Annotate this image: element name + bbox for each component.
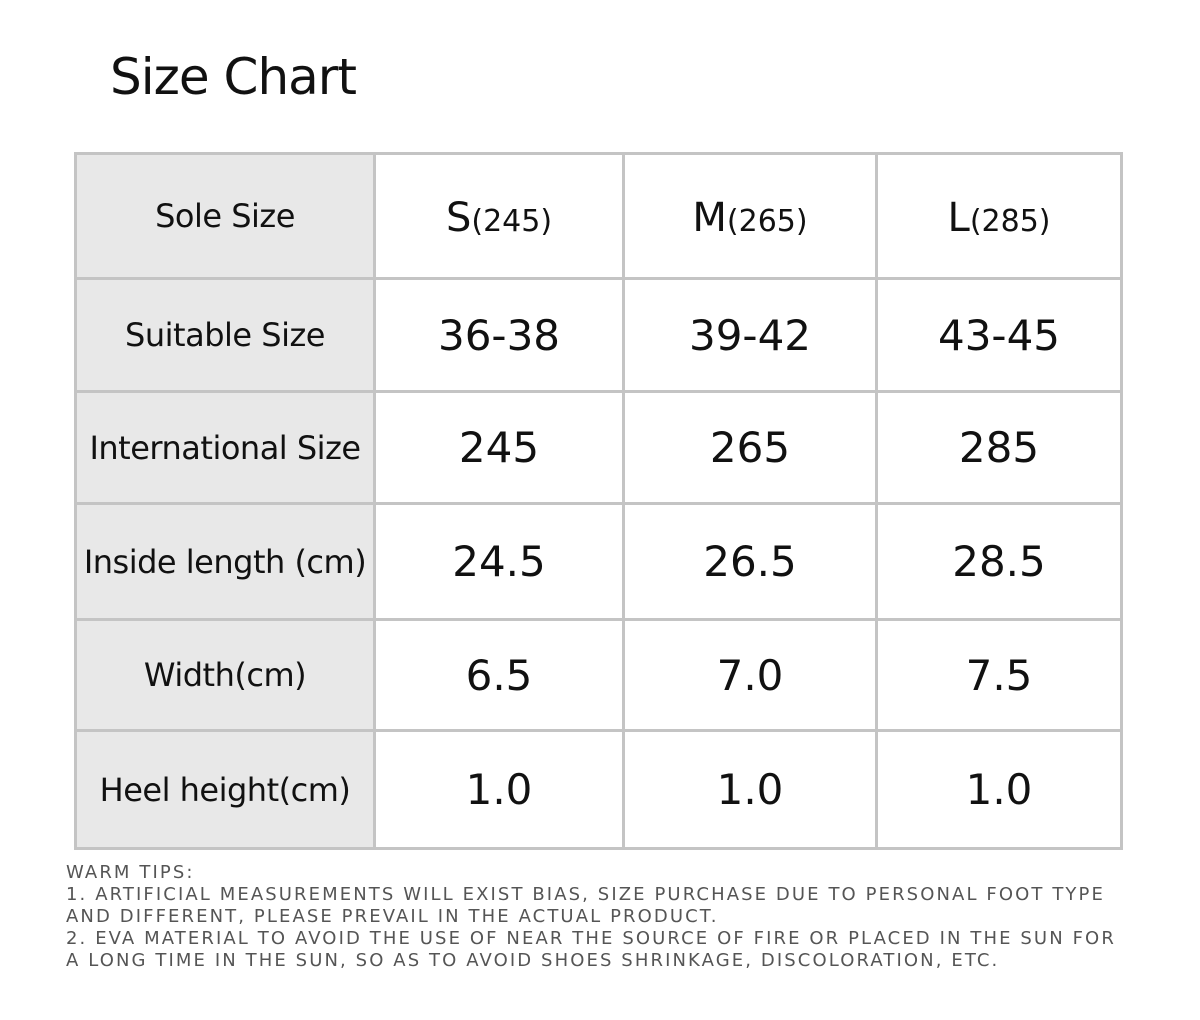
cell: 6.5	[373, 618, 625, 732]
cell: 7.5	[875, 618, 1123, 732]
cell: 26.5	[622, 502, 878, 621]
cell: 1.0	[373, 729, 625, 850]
header-size: M(265)	[622, 152, 878, 280]
cell: 28.5	[875, 502, 1123, 621]
title: Size Chart	[110, 48, 357, 106]
table-row: Heel height(cm) 1.0 1.0 1.0	[74, 729, 1123, 850]
cell: 7.0	[622, 618, 878, 732]
cell: 1.0	[875, 729, 1123, 850]
tip-line: 1. ARTIFICIAL MEASUREMENTS WILL EXIST BI…	[66, 884, 1105, 905]
row-label: Heel height(cm)	[74, 729, 376, 850]
size-letter: M	[692, 194, 727, 241]
header-row: Sole Size S(245) M(265) L(285)	[74, 152, 1123, 280]
row-label: Suitable Size	[74, 277, 376, 393]
size-letter: S	[445, 194, 472, 241]
row-label: International Size	[74, 390, 376, 505]
header-size: S(245)	[373, 152, 625, 280]
size-note: (285)	[969, 203, 1051, 239]
size-note: (265)	[726, 203, 808, 239]
warm-tips: WARM TIPS: 1. ARTIFICIAL MEASUREMENTS WIL…	[66, 862, 1116, 972]
tip-line: 2. EVA MATERIAL TO AVOID THE USE OF NEAR…	[66, 928, 1116, 949]
row-label: Inside length (cm)	[74, 502, 376, 621]
row-label: Width(cm)	[74, 618, 376, 732]
cell: 24.5	[373, 502, 625, 621]
cell: 1.0	[622, 729, 878, 850]
cell: 265	[622, 390, 878, 505]
size-table: Sole Size S(245) M(265) L(285) Suitable Size…	[74, 152, 1123, 850]
tips-heading: WARM TIPS:	[66, 862, 195, 883]
header-size: L(285)	[875, 152, 1123, 280]
tip-line: A LONG TIME IN THE SUN, SO AS TO AVOID S…	[66, 950, 1000, 971]
cell: 39-42	[622, 277, 878, 393]
cell: 36-38	[373, 277, 625, 393]
cell: 285	[875, 390, 1123, 505]
table-row: Suitable Size 36-38 39-42 43-45	[74, 277, 1123, 393]
header-label: Sole Size	[74, 152, 376, 280]
table-row: Inside length (cm) 24.5 26.5 28.5	[74, 502, 1123, 621]
table-row: International Size 245 265 285	[74, 390, 1123, 505]
tip-line: AND DIFFERENT, PLEASE PREVAIL IN THE ACT…	[66, 906, 719, 927]
cell: 245	[373, 390, 625, 505]
table-row: Width(cm) 6.5 7.0 7.5	[74, 618, 1123, 732]
size-letter: L	[947, 194, 970, 241]
size-note: (245)	[471, 203, 553, 239]
cell: 43-45	[875, 277, 1123, 393]
